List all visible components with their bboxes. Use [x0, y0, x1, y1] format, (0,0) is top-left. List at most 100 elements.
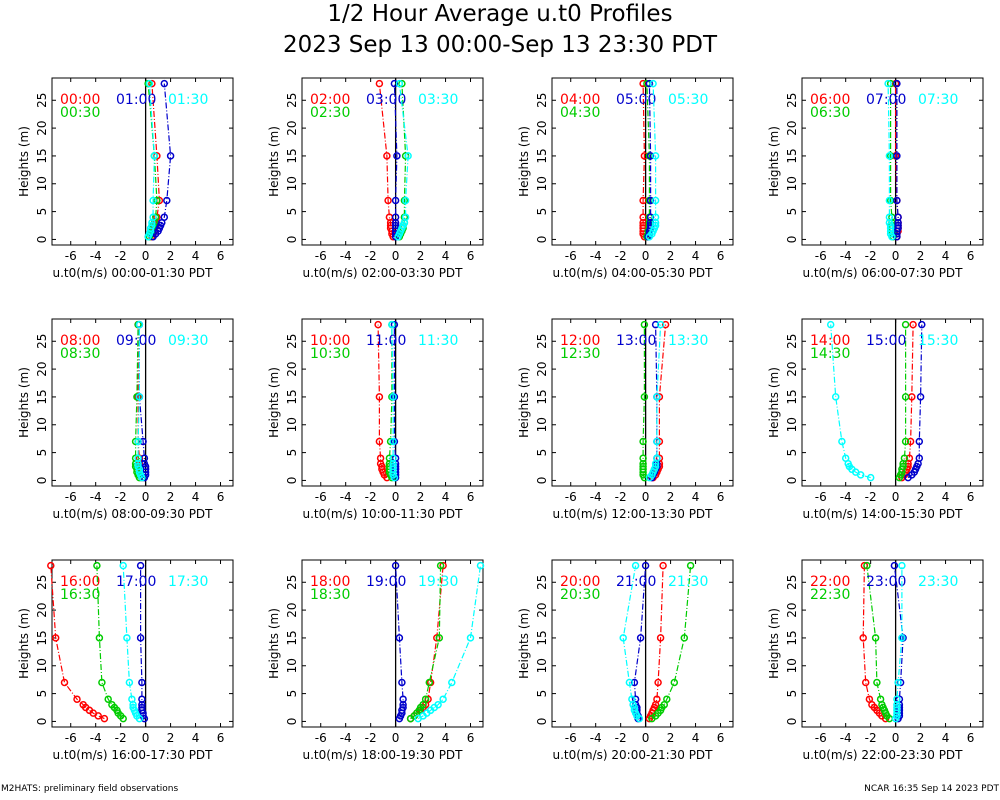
legend-label: 14:30 [810, 346, 850, 362]
data-point [148, 221, 156, 230]
x-tick-label: 6 [967, 490, 975, 504]
data-point [653, 454, 661, 462]
data-point [135, 320, 144, 329]
y-tick-label: 25 [535, 93, 549, 108]
data-point [680, 634, 689, 642]
panel-8: -6 -4 -2 0 2 4 6 0 5 10 15 20 25 Heights (m) u.t0(m/s)… [767, 318, 984, 521]
x-tick-label: 2 [917, 490, 925, 504]
x-tick-label: 0 [392, 249, 400, 263]
data-point [653, 437, 661, 446]
series-line-0100 [152, 83, 172, 238]
y-tick-label: 10 [285, 176, 299, 191]
data-point [160, 213, 169, 221]
series-line-1930 [417, 565, 482, 720]
y-tick-label: 0 [285, 477, 299, 485]
x-tick-label: -6 [565, 249, 577, 263]
x-tick-label: 2 [167, 249, 175, 263]
y-tick-label: 25 [785, 93, 799, 108]
y-tick-label: 25 [35, 575, 49, 590]
data-point [654, 678, 662, 687]
data-point [659, 561, 667, 570]
legend-label: 10:30 [310, 346, 350, 362]
x-tick-label: 2 [667, 731, 675, 745]
legend-label: 19:30 [418, 574, 458, 590]
data-point [898, 561, 906, 570]
x-tick-label: -4 [90, 731, 102, 745]
y-axis-label: Heights (m) [767, 608, 781, 679]
x-tick-label: 2 [167, 490, 175, 504]
x-tick-label: 0 [642, 490, 650, 504]
x-tick-label: -6 [315, 249, 327, 263]
plot-frame [551, 318, 734, 487]
series-line-0400 [642, 83, 646, 237]
panel-9: -6 -4 -2 0 2 4 6 0 5 10 15 20 25 Heights (m) u.t0(m/s)… [17, 559, 234, 762]
data-point [915, 454, 924, 462]
x-tick-label: -6 [565, 731, 577, 745]
y-tick-label: 15 [285, 148, 299, 163]
data-point [918, 320, 926, 329]
data-point [651, 213, 660, 221]
x-tick-label: 0 [142, 249, 150, 263]
x-tick-label: 4 [942, 731, 950, 745]
legend-label: 04:00 [560, 92, 600, 108]
data-point [651, 196, 660, 205]
x-tick-label: 6 [717, 490, 725, 504]
x-tick-label: 2 [417, 731, 425, 745]
data-point [628, 695, 636, 703]
y-tick-label: 20 [785, 120, 799, 135]
legend-label: 20:00 [560, 574, 600, 590]
x-tick-label: -6 [815, 249, 827, 263]
x-tick-label: -2 [365, 731, 377, 745]
data-point [661, 320, 670, 329]
x-tick-label: -4 [840, 490, 852, 504]
data-point [901, 393, 910, 401]
y-tick-label: 25 [35, 334, 49, 349]
x-tick-label: -4 [90, 249, 102, 263]
y-tick-label: 10 [35, 176, 49, 191]
data-point [404, 152, 412, 160]
y-tick-label: 20 [785, 361, 799, 376]
data-point [656, 320, 665, 329]
data-point [393, 152, 401, 160]
y-axis-label: Heights (m) [267, 367, 281, 438]
data-point [645, 79, 654, 88]
data-point [885, 196, 894, 205]
data-point [435, 634, 444, 642]
data-point [390, 320, 399, 329]
data-point [899, 462, 907, 471]
footer-right: NCAR 16:35 Sep 14 2023 PDT [864, 784, 999, 794]
legend-label: 02:30 [310, 105, 350, 121]
x-tick-label: 2 [667, 490, 675, 504]
data-point [630, 678, 639, 687]
y-tick-label: 10 [535, 176, 549, 191]
y-tick-label: 20 [35, 361, 49, 376]
legend-label: 13:30 [668, 333, 708, 349]
x-tick-label: 6 [967, 731, 975, 745]
x-tick-label: 6 [217, 490, 225, 504]
x-axis-label: u.t0(m/s) 08:00-09:30 PDT [52, 507, 213, 521]
panel-11: -6 -4 -2 0 2 4 6 0 5 10 15 20 25 Heights (m) u.t0(m/s)… [517, 559, 734, 762]
legend-label: 01:30 [168, 92, 208, 108]
legend-label: 11:30 [418, 333, 458, 349]
y-tick-label: 0 [285, 718, 299, 726]
x-tick-label: 4 [442, 731, 450, 745]
data-point [640, 320, 649, 329]
x-tick-label: -2 [615, 731, 627, 745]
y-tick-label: 5 [785, 208, 799, 216]
x-tick-label: 2 [417, 490, 425, 504]
data-point [866, 473, 875, 482]
data-point [119, 561, 127, 570]
y-axis-label: Heights (m) [17, 367, 31, 438]
y-tick-label: 25 [285, 93, 299, 108]
x-tick-label: -2 [365, 249, 377, 263]
x-tick-label: 4 [442, 249, 450, 263]
series-line-0730 [887, 83, 893, 237]
plot-frame [801, 77, 984, 246]
panel-10: -6 -4 -2 0 2 4 6 0 5 10 15 20 25 Heights (m) u.t0(m/s)… [267, 559, 485, 762]
y-tick-label: 15 [785, 630, 799, 645]
series-line-1500 [907, 324, 923, 479]
data-point [51, 634, 60, 642]
y-tick-label: 25 [785, 334, 799, 349]
legend-label: 13:00 [616, 333, 656, 349]
legend-label: 00:00 [60, 92, 100, 108]
